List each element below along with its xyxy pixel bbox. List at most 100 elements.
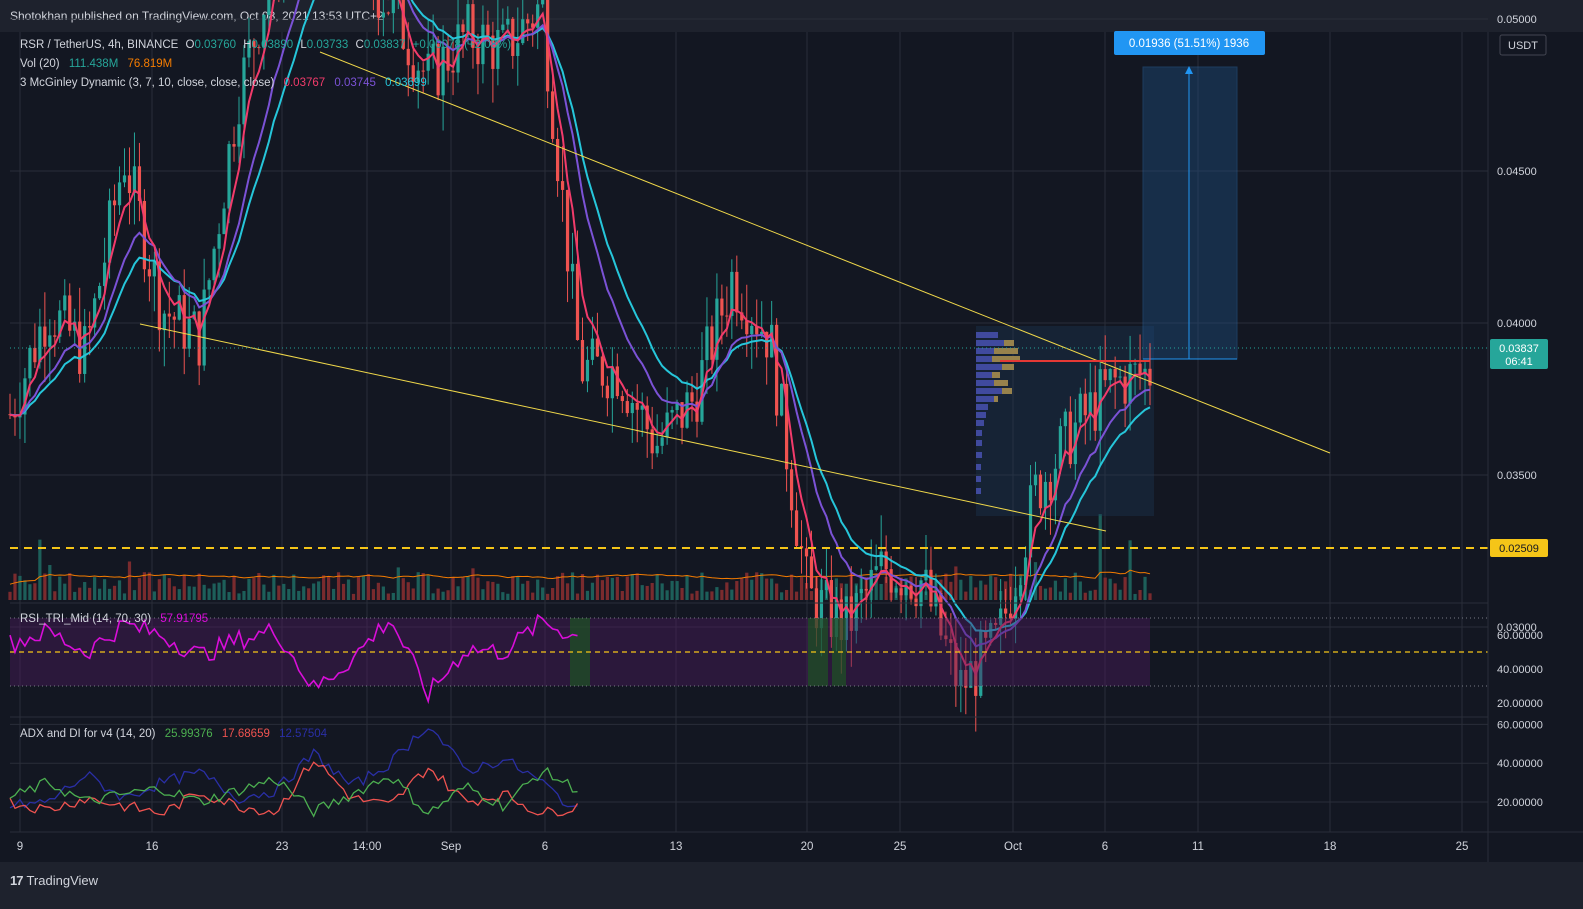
- volume-bar: [421, 573, 425, 600]
- volume-legend[interactable]: Vol (20) 111.438M 76.819M: [20, 58, 172, 70]
- candle-body: [934, 593, 938, 607]
- adx-label: ADX and DI for v4 (14, 20): [20, 728, 156, 740]
- candle-body: [740, 312, 744, 321]
- profile-row-down: [1002, 388, 1012, 394]
- rsi-axis-ticks: 60.00000 40.00000 20.00000: [1497, 630, 1543, 710]
- volume-bar: [1118, 589, 1122, 600]
- volume-bar: [426, 575, 430, 600]
- currency-badge[interactable]: [1499, 34, 1547, 56]
- candle-body: [560, 181, 565, 190]
- candle-body: [909, 585, 913, 599]
- main-legend[interactable]: RSR / TetherUS, 4h, BINANCE O0.03760 H0.…: [20, 39, 511, 51]
- candle-body: [207, 280, 211, 290]
- profile-row-down: [994, 348, 1018, 354]
- candle-body: [1013, 596, 1018, 619]
- candle-body: [580, 340, 585, 382]
- volume-bar: [302, 586, 306, 600]
- volume-bar: [974, 587, 978, 600]
- volume-bar: [615, 576, 619, 600]
- candle-body: [127, 175, 132, 194]
- volume-bar: [351, 593, 356, 600]
- volume-bar: [585, 590, 590, 600]
- candle-body: [58, 310, 62, 337]
- volume-bar: [575, 593, 580, 600]
- profile-row-up: [976, 404, 988, 410]
- volume-value: 111.438M: [68, 58, 119, 70]
- volume-bar: [650, 582, 654, 600]
- chart-canvas[interactable]: 0.01936 (51.51%) 1936 USDT 0.055000.0500…: [0, 0, 1583, 862]
- time-tick-8: 25: [894, 841, 907, 853]
- candle-body: [1133, 363, 1137, 365]
- candle-body: [814, 588, 819, 629]
- adx-tick-2: 20.00000: [1497, 797, 1543, 809]
- candle-body: [670, 410, 674, 413]
- candle-body: [521, 19, 525, 44]
- candle-body: [142, 200, 147, 270]
- candle-body: [222, 208, 226, 235]
- volume-bar: [635, 573, 639, 600]
- volume-bar: [326, 576, 331, 600]
- volume-bar: [436, 588, 440, 600]
- volume-bar: [879, 583, 883, 600]
- symbol-label: RSR / TetherUS, 4h, BINANCE: [20, 39, 179, 51]
- volume-bar: [1133, 593, 1137, 600]
- volume-bar: [277, 585, 281, 600]
- tradingview-logo[interactable]: 17 TradingView: [10, 873, 98, 888]
- volume-bar: [610, 577, 614, 600]
- candle-body: [381, 12, 385, 18]
- price-pane[interactable]: [10, 32, 1488, 601]
- support-price-tag: [1490, 539, 1548, 557]
- candle-body: [197, 311, 201, 366]
- volume-bar: [655, 574, 659, 600]
- volume-bar: [13, 573, 17, 600]
- wedge-upper-trendline[interactable]: [319, 51, 1331, 454]
- candle-body: [730, 271, 734, 316]
- volume-bar: [18, 575, 22, 600]
- profile-row-up: [976, 464, 981, 470]
- volume-bars: [8, 514, 1152, 600]
- candle-body: [690, 392, 694, 402]
- volume-ma-line: [9, 569, 1151, 585]
- volume-bar: [152, 591, 156, 600]
- volume-bar: [93, 577, 97, 600]
- price-axis-ticks: 0.055000.050000.045000.040000.035000.030…: [1497, 14, 1537, 634]
- candle-body: [1128, 364, 1132, 404]
- candle-body: [531, 23, 535, 28]
- candle-body: [152, 261, 156, 277]
- candle-body: [436, 43, 440, 96]
- volume-bar: [336, 572, 341, 600]
- volume-bar: [884, 576, 888, 600]
- candle-body: [969, 661, 973, 688]
- candle-body: [471, 4, 475, 48]
- volume-bar: [202, 584, 206, 600]
- candle-body: [760, 331, 764, 335]
- candle-body: [107, 200, 112, 263]
- candle-body: [391, 0, 395, 14]
- candle-body: [411, 65, 415, 82]
- candle-body: [33, 347, 37, 363]
- rsi-tick-1: 40.00000: [1497, 664, 1543, 676]
- wedge-lower-trendline[interactable]: [139, 323, 1107, 532]
- candle-body: [570, 263, 575, 272]
- time-tick-7: 20: [801, 841, 814, 853]
- volume-bar: [227, 592, 231, 600]
- measure-box[interactable]: [1142, 66, 1238, 360]
- profile-row-down: [1004, 340, 1014, 346]
- candle-body: [879, 551, 883, 567]
- volume-bar: [794, 591, 799, 600]
- volume-bar: [710, 591, 714, 600]
- volume-bar: [784, 589, 789, 600]
- mcginley-legend[interactable]: 3 McGinley Dynamic (3, 7, 10, close, clo…: [20, 77, 427, 89]
- volume-bar: [102, 579, 107, 600]
- candle-body: [551, 91, 555, 139]
- volume-bar: [959, 579, 963, 600]
- candle-body: [451, 70, 455, 73]
- di-plus-line: [9, 766, 578, 818]
- volume-bar: [207, 588, 211, 600]
- volume-bar: [162, 574, 166, 600]
- candle-body: [68, 295, 72, 331]
- volume-bar: [187, 586, 191, 600]
- volume-bar: [401, 578, 405, 600]
- adx-legend[interactable]: ADX and DI for v4 (14, 20) 25.99376 17.6…: [20, 728, 327, 740]
- rsi-legend[interactable]: RSI_TRI_Mid (14, 70, 30) 57.91795: [20, 613, 208, 625]
